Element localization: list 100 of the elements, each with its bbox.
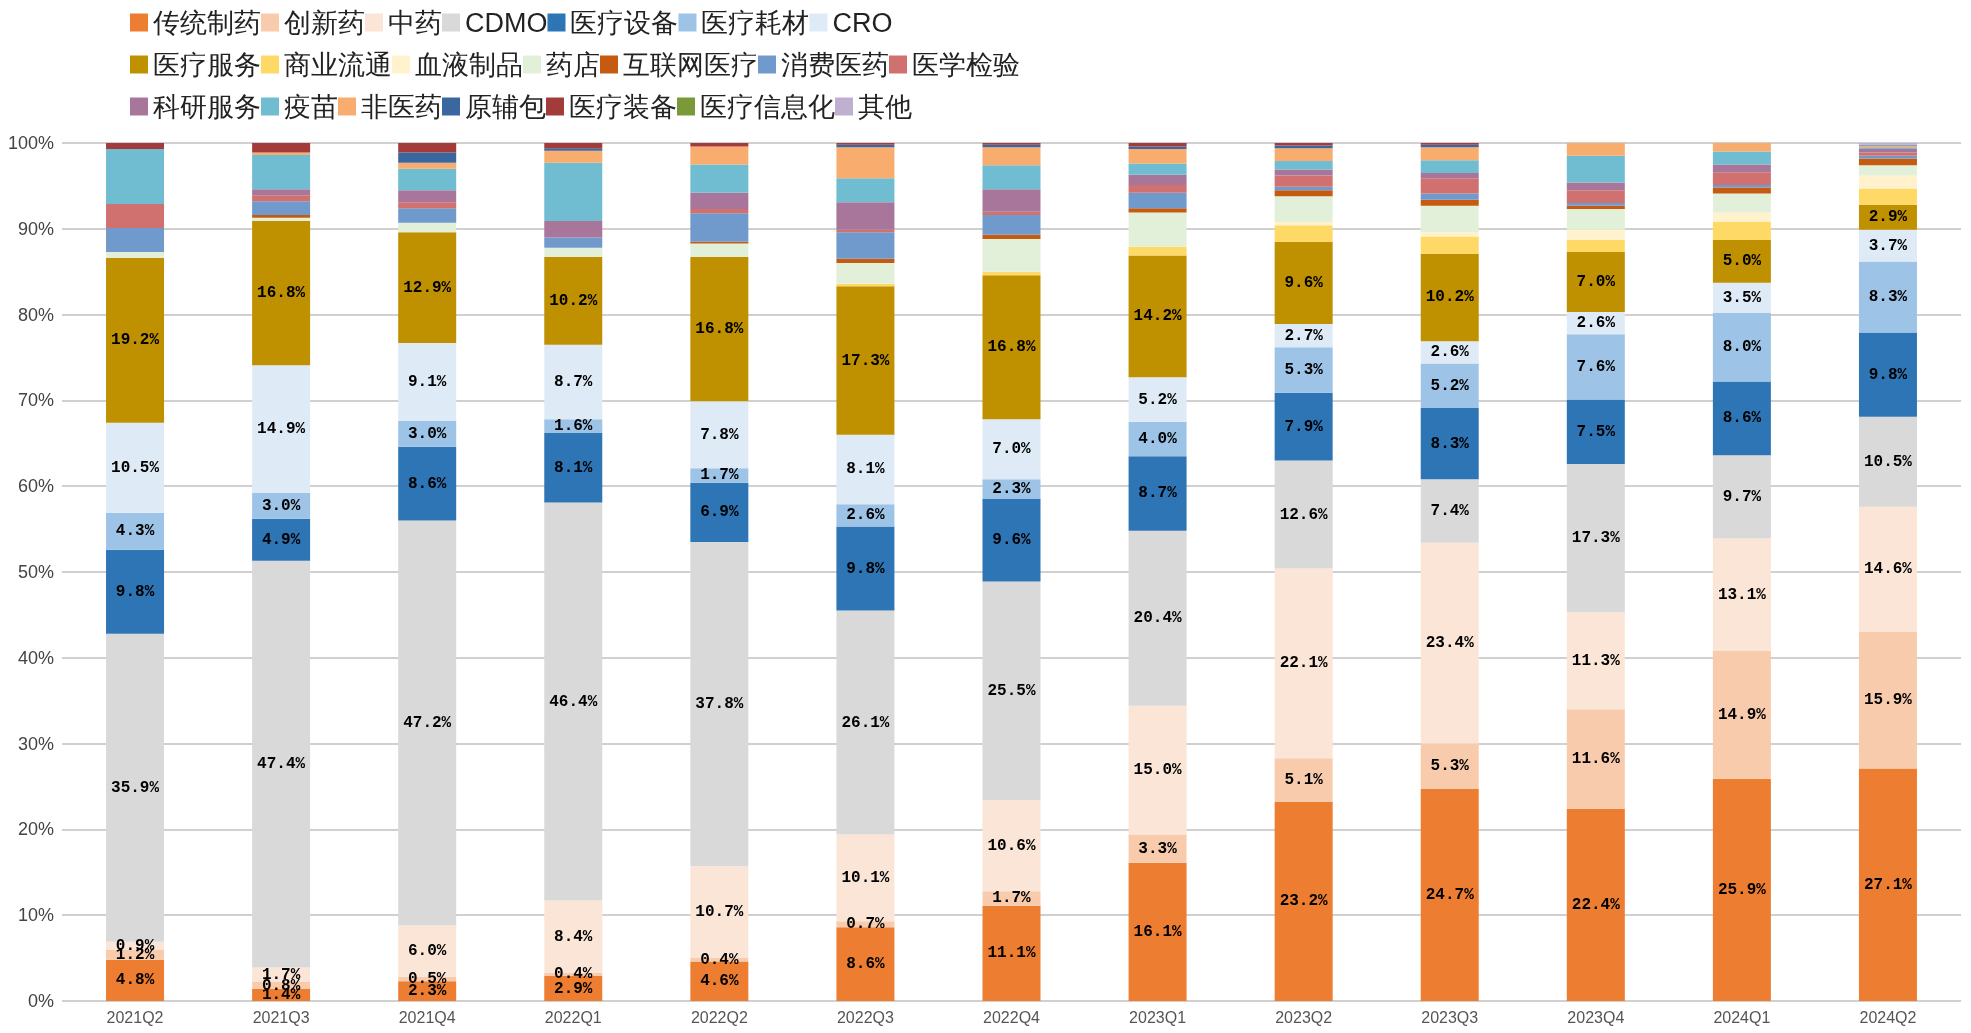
bar [1420, 236, 1479, 254]
bar [1128, 208, 1187, 213]
data-label: 1.6% [554, 417, 593, 436]
bar [836, 286, 895, 435]
bar [982, 905, 1041, 1001]
data-label: 3.7% [1868, 236, 1908, 255]
bar [1274, 241, 1333, 325]
data-label: 4.0% [1138, 430, 1178, 449]
data-label: 6.9% [700, 503, 739, 522]
bar [690, 257, 749, 402]
data-label: 12.6% [1279, 505, 1329, 524]
legend-label: CDMO [465, 7, 548, 38]
data-label: 7.0% [1576, 273, 1616, 291]
data-label: 5.2% [1430, 376, 1470, 395]
bar [1566, 808, 1625, 1001]
data-label: 25.5% [987, 681, 1036, 700]
data-label: 8.7% [554, 372, 593, 391]
data-label: 3.0% [407, 424, 447, 443]
legend-label: 非医药 [361, 91, 442, 122]
bar [398, 143, 457, 153]
x-tick-label: 2023Q4 [1567, 1008, 1625, 1026]
bar [982, 800, 1041, 892]
data-label: 0.4% [700, 950, 739, 969]
bar [982, 499, 1041, 582]
bar [1420, 173, 1479, 179]
y-tick-label: 0% [27, 991, 54, 1011]
bar [1566, 155, 1625, 183]
bar [252, 365, 311, 494]
legend-label: 消费医药 [781, 49, 889, 80]
x-tick-label: 2021Q3 [252, 1008, 310, 1026]
legend-label: 传统制药 [153, 7, 261, 38]
bar [1274, 392, 1333, 461]
bar [1128, 705, 1187, 835]
bar [1274, 175, 1333, 187]
data-label: 9.6% [1284, 273, 1324, 292]
data-label: 3.5% [1722, 288, 1762, 307]
bar [398, 162, 457, 169]
bar [1420, 147, 1479, 161]
bar [1420, 408, 1479, 480]
bar [1712, 381, 1771, 456]
legend-label: 疫苗 [284, 91, 338, 122]
data-label: 2.6% [1430, 343, 1470, 362]
data-label: 20.4% [1133, 609, 1182, 628]
bar [252, 155, 311, 190]
bar [1274, 225, 1333, 242]
bar [1128, 255, 1187, 378]
data-label: 8.6% [407, 474, 447, 493]
legend-label: 医疗设备 [570, 7, 679, 38]
bar [1420, 743, 1479, 790]
x-tick-label: 2022Q1 [544, 1008, 602, 1026]
bar [544, 162, 603, 222]
bar [398, 222, 457, 233]
bar [1420, 160, 1479, 174]
x-tick-label: 2023Q1 [1129, 1008, 1187, 1026]
y-tick-label: 80% [17, 304, 54, 325]
bar [982, 234, 1041, 240]
bar [1128, 174, 1187, 186]
data-label: 9.8% [1868, 365, 1908, 384]
data-label: 37.8% [695, 695, 744, 714]
legend-label: 商业流通 [284, 49, 392, 80]
bar [1712, 212, 1771, 222]
bar [1420, 232, 1479, 237]
data-label: 8.3% [1430, 434, 1470, 453]
bar [1128, 377, 1187, 422]
y-tick-label: 70% [17, 390, 54, 411]
bar [106, 512, 165, 550]
bar [1420, 205, 1479, 233]
legend-label: 原辅包 [465, 91, 546, 122]
bar [982, 147, 1041, 166]
legend-label: 科研服务 [153, 91, 261, 122]
bar [690, 209, 749, 214]
bar [1712, 312, 1771, 382]
data-label: 1.7% [700, 466, 739, 485]
bar [1566, 239, 1625, 252]
bar [1712, 538, 1771, 651]
bar [1420, 193, 1479, 200]
data-label: 5.2% [1138, 390, 1178, 409]
bar [1128, 456, 1187, 531]
bar [836, 258, 895, 264]
bar [544, 247, 603, 258]
data-label: 5.1% [1284, 771, 1324, 790]
x-tick-label: 2023Q3 [1421, 1008, 1479, 1026]
bar [836, 147, 895, 179]
bar [1566, 709, 1625, 809]
bar [106, 227, 165, 252]
bar [398, 446, 457, 521]
data-label: 7.5% [1576, 422, 1616, 441]
data-label: 19.2% [111, 331, 160, 350]
data-label: 9.6% [992, 531, 1032, 550]
bar [1420, 542, 1479, 744]
bar [1274, 196, 1333, 222]
bar [690, 164, 749, 193]
bar [690, 243, 749, 258]
data-label: 22.1% [1279, 654, 1329, 673]
legend-label: 医疗耗材 [701, 7, 810, 38]
data-label: 11.3% [1571, 651, 1621, 670]
bar [1712, 151, 1771, 165]
data-label: 3.0% [261, 496, 301, 515]
bar [836, 232, 895, 259]
data-label: 8.4% [554, 927, 593, 946]
